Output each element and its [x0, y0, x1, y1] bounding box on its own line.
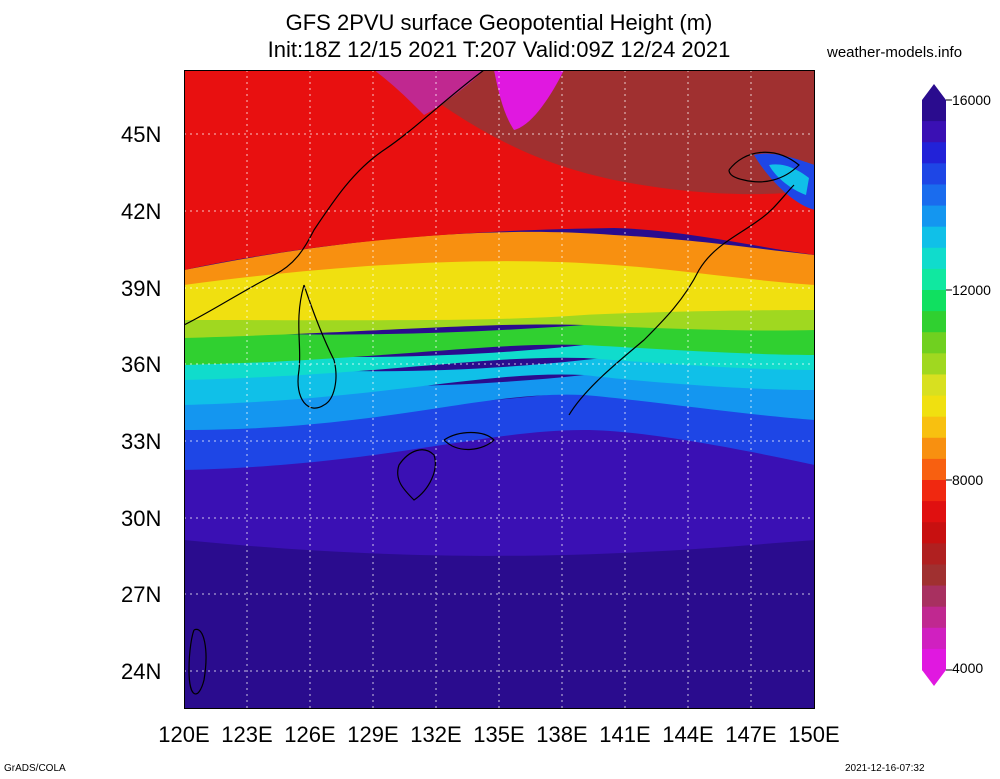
colorbar-segment	[922, 290, 946, 312]
coast-honshu	[568, 184, 795, 416]
lon-label: 147E	[725, 722, 777, 747]
footer-timestamp: 2021-12-16-07:32	[845, 763, 925, 774]
colorbar-segment	[922, 353, 946, 375]
colorbar-segment	[922, 501, 946, 523]
lat-label: 42N	[121, 199, 162, 224]
chart-title: GFS 2PVU surface Geopotential Height (m)	[285, 10, 713, 35]
lon-label: 123E	[221, 722, 273, 747]
colorbar-segment	[922, 205, 946, 228]
coast-korea	[297, 284, 337, 409]
lat-label: 27N	[121, 582, 162, 607]
lat-label: 39N	[121, 276, 162, 301]
color-bar-segments	[922, 84, 946, 686]
lon-label: 135E	[473, 722, 525, 747]
colorbar-label: 12000	[952, 282, 991, 298]
colorbar-segment	[922, 437, 946, 460]
colorbar-segment	[922, 374, 946, 397]
map-panel	[184, 70, 815, 709]
colorbar-segment	[922, 522, 946, 544]
lat-label: 24N	[121, 659, 162, 684]
color-bar-ticks	[946, 99, 952, 671]
map-frame	[184, 70, 815, 709]
colorbar-segment	[922, 311, 946, 333]
lon-label: 132E	[410, 722, 462, 747]
colorbar-label: 8000	[952, 472, 984, 488]
lon-label: 126E	[284, 722, 336, 747]
colorbar-segment	[922, 100, 946, 122]
coast-taiwan	[188, 628, 207, 695]
color-bar	[922, 84, 952, 686]
lon-label: 150E	[788, 722, 840, 747]
coast-kyushu	[397, 449, 436, 501]
site-credit: weather-models.info	[827, 44, 963, 61]
colorbar-segment	[922, 606, 946, 629]
colorbar-segment	[922, 564, 946, 587]
colorbar-bottom-arrow	[922, 670, 946, 686]
colorbar-segment	[922, 268, 946, 291]
colorbar-segment	[922, 332, 946, 354]
band-magenta	[494, 70, 564, 130]
chart-subtitle: Init:18Z 12/15 2021 T:207 Valid:09Z 12/2…	[267, 37, 731, 62]
colorbar-segment	[922, 585, 946, 608]
lon-label: 138E	[536, 722, 588, 747]
colorbar-segment	[922, 121, 946, 143]
colorbar-segment	[922, 142, 946, 164]
band-purple-core	[374, 70, 484, 115]
lon-label: 141E	[599, 722, 651, 747]
colorbar-segment	[922, 226, 946, 249]
colorbar-segment	[922, 458, 946, 481]
colorbar-segment	[922, 416, 946, 439]
patch-hokkaido-cyan	[769, 164, 809, 195]
lon-label: 129E	[347, 722, 399, 747]
graticule	[184, 70, 815, 709]
colorbar-top-arrow	[922, 84, 946, 100]
coastlines	[184, 70, 800, 695]
colorbar-label: 16000	[952, 92, 991, 108]
lat-label: 45N	[121, 122, 162, 147]
colorbar-label: 4000	[952, 660, 984, 676]
lat-label: 36N	[121, 352, 162, 377]
colorbar-segment	[922, 395, 946, 418]
lat-label: 30N	[121, 506, 162, 531]
colorbar-segment	[922, 543, 946, 565]
coast-shikoku	[443, 431, 495, 450]
colorbar-segment	[922, 163, 946, 185]
footer-software: GrADS/COLA	[4, 763, 66, 774]
colorbar-segment	[922, 627, 946, 650]
colorbar-segment	[922, 184, 946, 207]
coast-hokkaido	[728, 151, 800, 183]
lat-label: 33N	[121, 429, 162, 454]
colorbar-segment	[922, 480, 946, 502]
lon-label: 144E	[662, 722, 714, 747]
coast-mainland	[184, 70, 485, 326]
colorbar-segment	[922, 247, 946, 270]
lon-label: 120E	[158, 722, 210, 747]
field-map	[184, 70, 815, 709]
band-orange	[184, 231, 815, 285]
colorbar-segment	[922, 648, 946, 671]
